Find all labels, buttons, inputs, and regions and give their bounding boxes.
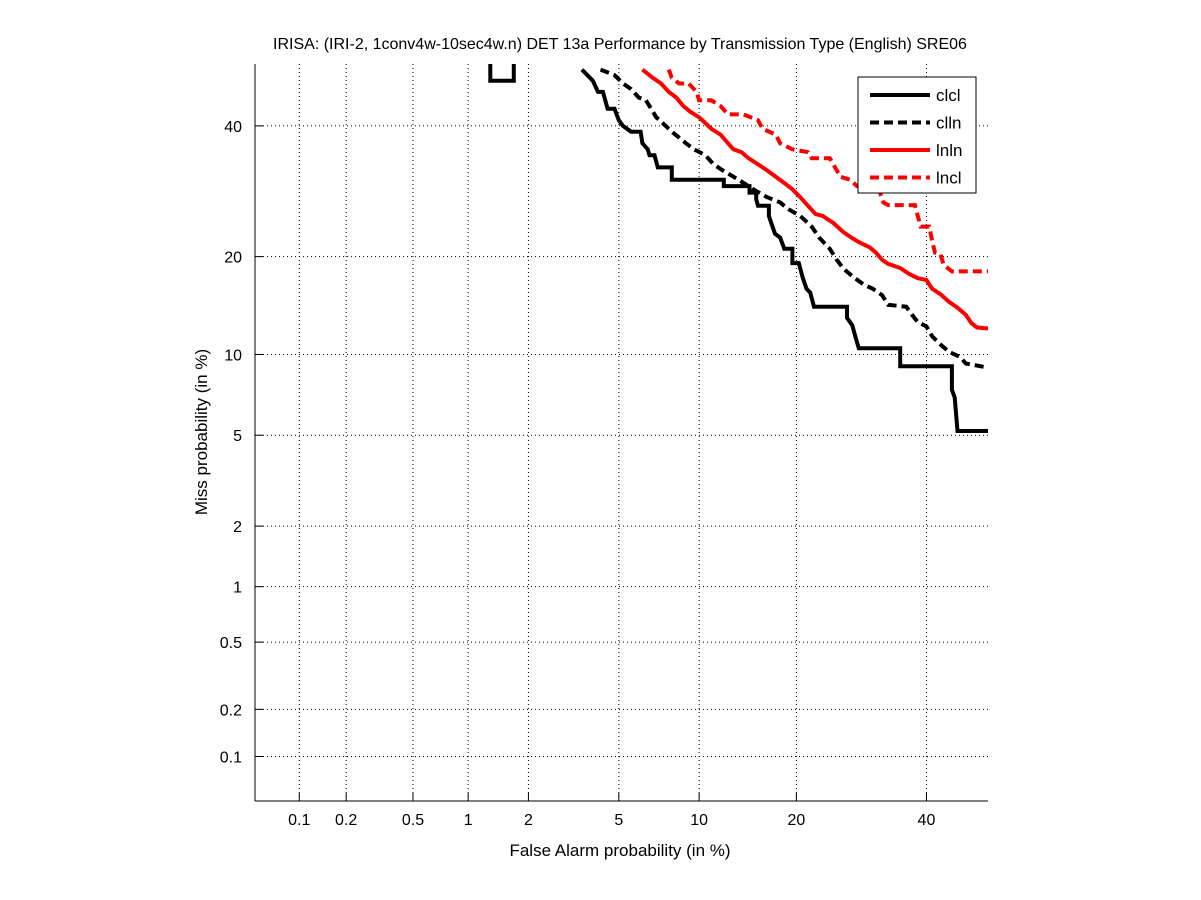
y-tick-label: 2 [233,519,242,536]
curves [488,64,988,433]
y-axis-label: Miss probability (in %) [192,349,211,515]
x-tick-label: 40 [918,812,936,829]
x-tick-label: 0.1 [288,812,310,829]
y-tick-label: 20 [224,250,242,267]
legend-label-lncl: lncl [936,169,962,188]
x-tick-label: 1 [464,812,473,829]
x-tick-label: 5 [614,812,623,829]
x-tick-label: 10 [690,812,708,829]
x-axis-label: False Alarm probability (in %) [509,841,730,860]
x-tick-label: 2 [524,812,533,829]
chart-title: IRISA: (IRI-2, 1conv4w-10sec4w.n) DET 13… [273,36,967,53]
x-ticks: 0.1 0.2 0.5 1 2 5 10 20 40 [288,793,935,829]
legend-label-lnln: lnln [936,141,962,160]
y-ticks: 0.1 0.2 0.5 1 2 5 10 20 40 [220,119,263,766]
y-tick-label: 1 [233,580,242,597]
grid [255,64,988,801]
y-tick-label: 40 [224,119,242,136]
legend-label-clln: clln [936,114,962,133]
x-tick-label: 20 [787,812,805,829]
y-tick-label: 5 [233,428,242,445]
y-tick-label: 0.1 [220,749,242,766]
x-tick-label: 0.5 [402,812,424,829]
y-tick-label: 10 [224,347,242,364]
series-line-clcl [580,68,988,433]
axes [254,64,988,802]
series-line-lncl [666,68,988,274]
y-tick-label: 0.2 [220,702,242,719]
series-line-lnln [641,68,988,331]
series-line-clln [599,67,988,370]
x-tick-label: 0.2 [335,812,357,829]
series-line-clcl [488,64,516,83]
y-tick-label: 0.5 [220,635,242,652]
legend: clcl clln lnln lncl [857,76,977,194]
legend-label-clcl: clcl [936,86,961,105]
